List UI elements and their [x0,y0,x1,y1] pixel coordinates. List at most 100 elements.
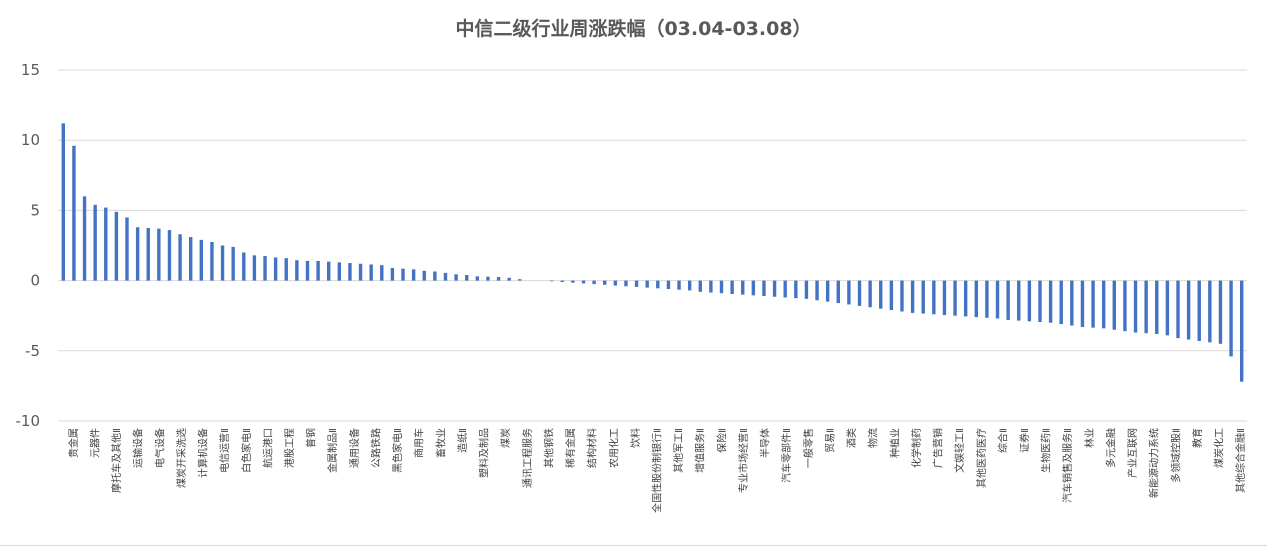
x-tick-label: 种植业 [888,428,901,458]
bar [252,255,257,281]
bar [581,280,586,284]
bar [836,280,840,304]
bar [146,227,150,281]
bar [1197,280,1201,341]
bar [210,241,214,281]
bar [698,280,702,292]
bar [465,274,469,281]
x-tick-label: 煤炭开采洗选 [175,428,188,488]
bar [72,145,76,281]
bar [592,280,596,285]
bar [220,245,225,281]
x-tick-label: 通讯工程服务 [521,428,534,488]
bar [985,280,989,318]
bar [135,227,140,281]
x-tick-label: 其他钢铁 [542,428,555,468]
x-tick-label: 一般零售 [802,428,815,468]
x-tick-label: 计算机设备 [197,428,210,478]
bottom-border [0,545,1267,546]
x-tick-label: 畜牧业 [434,428,447,458]
bar [82,196,87,281]
bar [815,280,819,301]
bar [327,261,331,281]
y-tick-label: 15 [21,61,40,79]
bar [666,280,671,290]
x-tick-label: 其他综合金融Ⅱ [1234,428,1247,493]
bar [741,280,745,295]
bar [677,280,681,290]
bar [1091,280,1095,328]
bar [730,280,734,294]
bar [932,280,936,315]
y-tick-label: -10 [16,412,41,430]
x-tick-label: 结构材料 [586,428,599,468]
bar [231,246,235,281]
bar [825,280,830,302]
bar [1006,280,1010,320]
x-tick-label: 贵金属 [67,428,80,458]
bar [995,280,1000,319]
bar [369,264,373,281]
x-tick-label: 证券Ⅱ [1018,428,1031,453]
bar [751,280,756,296]
x-tick-label: 黑色家电Ⅱ [391,428,404,473]
bar [263,256,267,281]
bar [518,279,522,281]
x-tick-label: 塑料及制品 [478,428,491,478]
bar [401,268,405,281]
x-tick-label: 电信运营Ⅱ [218,428,231,473]
bar [1208,280,1212,343]
x-tick-label: 保险Ⅱ [715,428,728,453]
bar [571,280,575,283]
bar [613,280,618,286]
x-tick-label: 电气设备 [153,428,166,468]
bar [422,270,426,281]
x-tick-label: 运输设备 [132,428,145,468]
bar [411,269,416,281]
bar [295,260,299,281]
bar [1218,280,1223,344]
bar [942,280,947,315]
x-tick-label: 金属制品Ⅱ [326,428,339,473]
x-tick-label: 林业 [1083,428,1096,448]
x-tick-label: 汽车零部件Ⅱ [780,428,793,483]
bar [910,280,915,313]
bar [1155,280,1159,334]
bar [104,207,108,281]
x-tick-label: 教育 [1191,428,1204,448]
x-tick-label: 汽车销售及服务Ⅱ [1061,428,1074,503]
bar [337,262,342,281]
bar [1038,280,1042,323]
bar [114,211,119,281]
x-tick-label: 商用车 [413,428,426,458]
x-tick-label: 饮料 [629,428,642,448]
x-tick-label: 专业市场经营Ⅱ [737,428,750,493]
bar [1070,280,1074,326]
bar [974,280,978,318]
x-tick-label: 化学制药 [910,428,923,468]
x-tick-label: 造纸Ⅱ [456,428,469,453]
bar [1133,280,1138,333]
bar [900,280,904,312]
x-tick-label: 生物医药Ⅱ [1040,428,1053,473]
bar [868,280,872,308]
bar [358,263,363,281]
y-tick-label: 5 [30,201,40,219]
bar [61,123,66,281]
x-tick-label: 综合Ⅱ [996,428,1009,453]
bar [772,280,777,297]
bar [762,280,766,297]
y-tick-label: -5 [25,342,40,360]
bar [284,258,288,281]
x-tick-label: 航运港口 [261,428,274,468]
bar [1123,280,1127,332]
bar [847,280,851,305]
x-tick-label: 稀有金属 [564,428,577,468]
bar [1239,280,1244,382]
chart-title: 中信二级行业周涨跌幅（03.04-03.08） [455,18,812,40]
bar [178,234,182,281]
bar [93,204,97,281]
bar [804,280,809,299]
gridlines [58,69,1247,422]
bar [496,277,501,281]
